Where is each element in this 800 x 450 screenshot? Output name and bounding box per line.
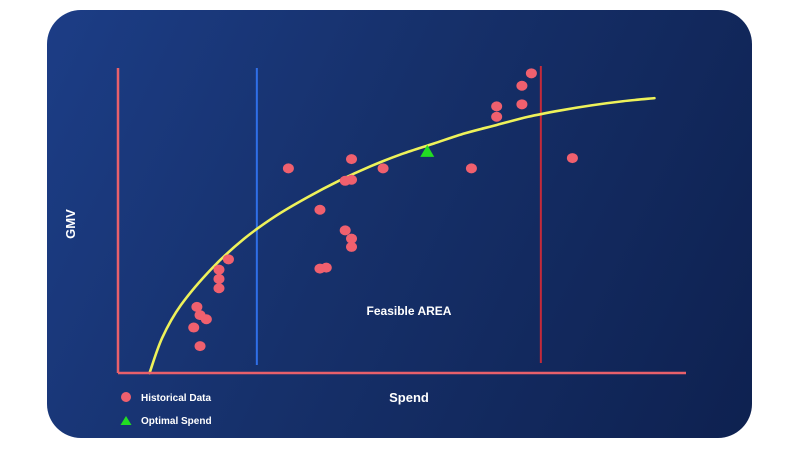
historical-data-point [200,314,212,325]
historical-data-point [213,283,225,294]
historical-data-point [346,174,358,185]
historical-data-point [516,99,528,110]
historical-data-point [525,68,537,79]
historical-data-point [213,273,225,284]
legend-label-historical: Historical Data [141,393,211,404]
historical-data-point [516,80,528,91]
historical-data-point [377,163,389,174]
legend-triangle-marker [120,416,132,425]
legend-label-optimal: Optimal Spend [141,416,212,427]
feasible-area-label: Feasible AREA [367,304,452,318]
historical-data-point [491,101,503,112]
historical-data-point [346,233,358,244]
legend-circle-marker [121,392,131,402]
historical-data-point [282,163,294,174]
historical-data-point [346,241,358,252]
chart-canvas: GMV Spend Feasible AREA Historical Data … [63,66,686,427]
historical-data-point [188,322,200,333]
y-axis-label: GMV [63,209,78,239]
historical-data-point [222,254,234,265]
historical-data-point [339,225,351,236]
historical-data-point [465,163,477,174]
historical-data-point [320,262,332,273]
historical-data-point [566,153,578,164]
fitted-curve [148,96,656,375]
historical-data-point [491,111,503,122]
optimal-spend-marker [420,144,435,157]
historical-data-point [314,204,326,215]
chart-card: GMV Spend Feasible AREA Historical Data … [47,10,752,438]
historical-data-point [194,341,206,352]
x-axis-label: Spend [389,390,429,405]
historical-data-point [213,264,225,275]
historical-data-point [191,301,203,312]
legend: Historical Data Optimal Spend [120,392,212,427]
historical-data-point [346,154,358,165]
